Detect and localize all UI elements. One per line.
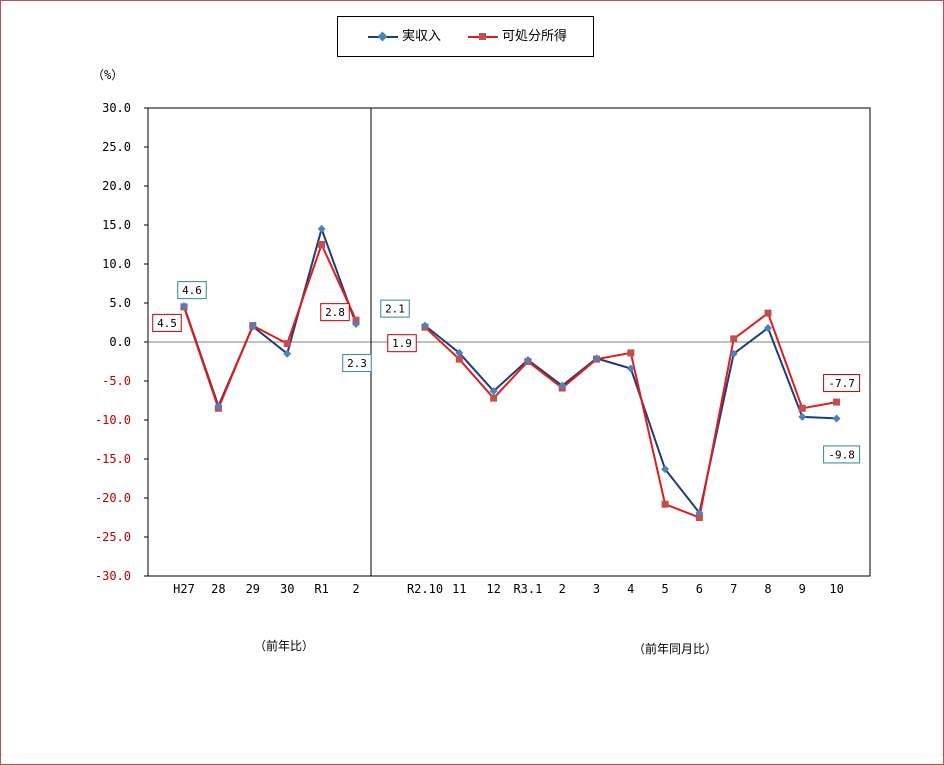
data-point-series1 [352, 320, 360, 329]
x-tick-label: R1 [314, 582, 328, 596]
data-point-series1 [283, 349, 292, 358]
x-tick-label: 6 [696, 582, 703, 596]
data-point-series2 [730, 335, 738, 343]
data-label: 2.3 [347, 357, 367, 370]
data-point-series2 [695, 514, 703, 521]
data-point-series1 [248, 322, 257, 331]
data-label: 4.6 [182, 284, 202, 297]
x-tick-label: 9 [799, 582, 806, 596]
y-tick-label: 15.0 [102, 218, 131, 232]
y-tick-label: -5.0 [102, 374, 131, 388]
section-label-left: （前年比） [254, 639, 315, 653]
data-label-box [823, 445, 861, 464]
data-point-series1 [626, 364, 635, 373]
data-point-series2 [490, 394, 498, 402]
x-tick-label: H27 [173, 582, 195, 596]
data-point-series2 [661, 500, 669, 508]
data-point-series2 [764, 309, 772, 317]
data-label: 4.5 [157, 317, 177, 330]
legend-label-series2: 可処分所得 [502, 29, 568, 44]
data-point-series1 [214, 401, 223, 410]
data-point-series2 [318, 241, 326, 248]
data-point-series1 [695, 508, 704, 517]
x-tick-label: 28 [211, 582, 225, 596]
data-point-series1 [455, 348, 464, 357]
data-label: 1.9 [392, 337, 412, 350]
legend-label-series1: 実収入 [402, 29, 442, 44]
x-tick-label: 2 [352, 582, 359, 596]
y-tick-label: -25.0 [95, 530, 131, 544]
data-point-series1 [661, 465, 670, 474]
square-marker-icon [479, 33, 486, 40]
y-tick-label: -20.0 [95, 491, 131, 505]
y-tick-label: 10.0 [102, 257, 131, 271]
data-point-series1 [832, 414, 841, 423]
data-point-series1 [180, 302, 188, 311]
x-tick-label: 10 [829, 582, 843, 596]
y-tick-label: 25.0 [102, 140, 131, 154]
data-point-series1 [764, 323, 772, 332]
data-label-box [152, 313, 182, 332]
x-tick-label: 8 [764, 582, 771, 596]
data-point-series1 [592, 354, 601, 363]
data-label: 2.1 [385, 303, 405, 316]
data-label-box [320, 303, 350, 322]
data-label-box [380, 299, 410, 318]
x-tick-label: 7 [730, 582, 737, 596]
data-point-series1 [558, 381, 567, 390]
x-tick-label: 2 [559, 582, 566, 596]
y-tick-label: -15.0 [95, 452, 131, 466]
data-label: 2.8 [325, 306, 345, 319]
y-axis-unit: （%） [92, 68, 124, 82]
data-point-series2 [455, 355, 463, 363]
legend: 実収入 可処分所得 [337, 16, 594, 57]
y-tick-label: 0.0 [109, 335, 131, 349]
data-point-series1 [523, 355, 532, 364]
data-point-series1 [798, 412, 807, 421]
data-label-box [342, 354, 372, 373]
data-point-series1 [489, 387, 498, 396]
section-label-right: （前年同月比） [633, 642, 718, 656]
x-tick-label: 4 [627, 582, 634, 596]
data-label-box [177, 281, 207, 300]
x-tick-label: 29 [246, 582, 260, 596]
data-label-box [387, 334, 417, 353]
data-label: -7.7 [828, 377, 855, 390]
x-tick-label: 5 [661, 582, 668, 596]
data-point-series1 [421, 321, 429, 330]
data-point-series1 [729, 349, 738, 358]
x-tick-label: 12 [486, 582, 500, 596]
x-tick-label: 30 [280, 582, 294, 596]
series-line-2 [183, 241, 357, 412]
x-tick-label: R3.1 [513, 582, 542, 596]
data-point-series2 [798, 404, 806, 412]
y-tick-label: 30.0 [102, 101, 131, 115]
data-point-series2 [627, 349, 635, 357]
x-tick-label: 3 [593, 582, 600, 596]
data-label-box [823, 374, 861, 393]
data-point-series1 [317, 224, 326, 233]
y-tick-label: 20.0 [102, 179, 131, 193]
x-tick-label: 11 [452, 582, 466, 596]
y-tick-label: -30.0 [95, 569, 131, 583]
data-label: -9.8 [828, 448, 855, 461]
y-tick-label: -10.0 [95, 413, 131, 427]
y-tick-label: 5.0 [109, 296, 131, 310]
x-tick-label: R2.10 [407, 582, 443, 596]
data-point-series2 [283, 340, 291, 348]
data-point-series2 [833, 398, 841, 406]
